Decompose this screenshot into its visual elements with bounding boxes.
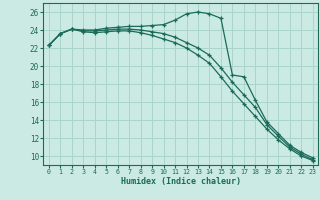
X-axis label: Humidex (Indice chaleur): Humidex (Indice chaleur) — [121, 177, 241, 186]
